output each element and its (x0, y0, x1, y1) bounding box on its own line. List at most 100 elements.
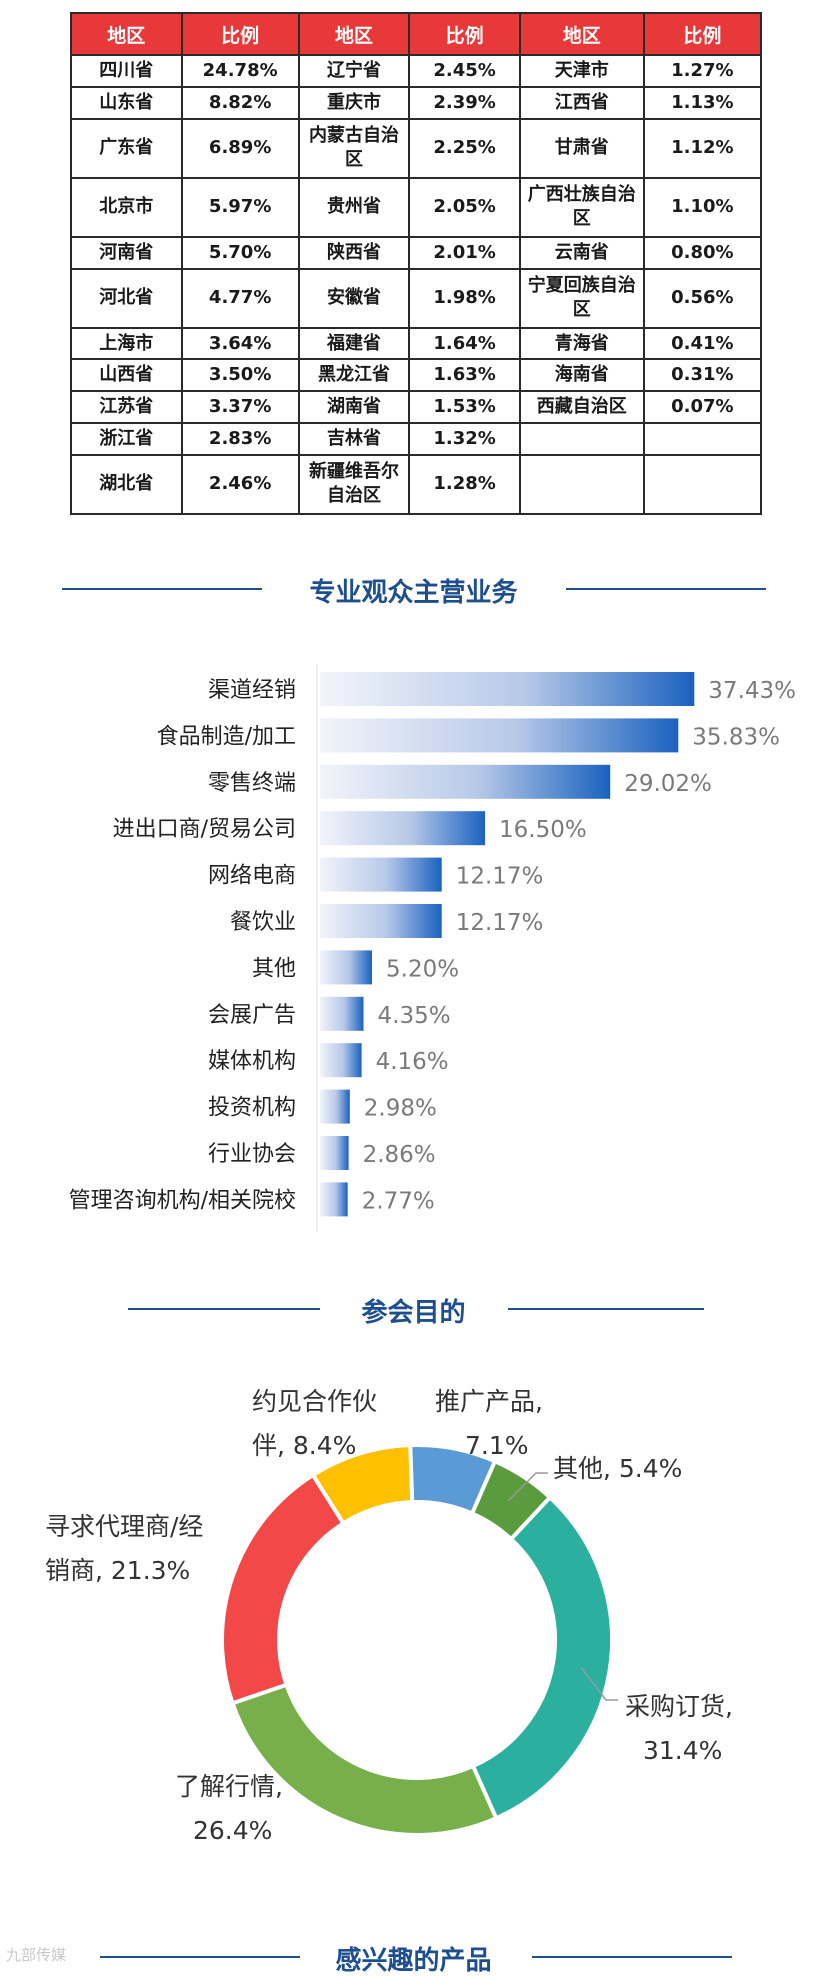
ratio-cell: 5.70% (180, 235, 300, 270)
region-cell: 甘肃省 (518, 117, 645, 179)
business-bar-chart: 渠道经销 37.43% 食品制造/加工 35.83% 零售终端 29.02% 进出口商/贸易… (69, 664, 796, 1232)
ratio-cell: 3.64% (180, 326, 300, 361)
region-cell: 广东省 (70, 117, 183, 179)
donut-slice-label: 其他, 5.4% (553, 1454, 682, 1483)
section-title-purpose: 参会目的 (0, 1292, 827, 1329)
ratio-cell: 1.28% (408, 453, 521, 516)
ratio-cell (642, 422, 763, 456)
ratio-cell: 1.64% (408, 326, 521, 361)
region-cell: 贵州省 (297, 176, 411, 238)
ratio-cell: 0.56% (642, 267, 763, 329)
table-row: 河南省 5.70% 陕西省 2.01% 云南省 0.80% (70, 235, 763, 270)
bar-category-label: 会展广告 (208, 1003, 296, 1028)
donut-slice (310, 1443, 415, 1527)
table-row: 山东省 8.82% 重庆市 2.39% 江西省 1.13% (70, 85, 763, 120)
region-cell: 浙江省 (70, 422, 183, 456)
bar (320, 904, 442, 938)
purpose-donut-chart: 推广产品, 7.1% 其他, 5.4% 采购订货, 31.4% 了解行情, 26.4% 寻求代… (45, 1387, 733, 1845)
title-line-left (62, 588, 262, 590)
bar-value-label: 4.35% (378, 1003, 451, 1029)
ratio-cell: 2.25% (408, 117, 521, 179)
region-cell: 吉林省 (297, 422, 411, 456)
bar (320, 672, 695, 706)
bar-value-label: 2.98% (364, 1096, 437, 1122)
title-line-right (532, 1956, 732, 1958)
bar (320, 718, 679, 753)
ratio-cell: 1.32% (408, 422, 521, 456)
bar-category-label: 媒体机构 (208, 1049, 296, 1074)
donut-leader-line (580, 1667, 618, 1701)
table-row: 江苏省 3.37% 湖南省 1.53% 西藏自治区 0.07% (70, 390, 763, 425)
donut-slice-label: 推广产品, 7.1% (435, 1387, 543, 1460)
header-region: 地区 (70, 12, 183, 56)
region-cell: 新疆维吾尔自治区 (297, 453, 411, 516)
region-cell: 河南省 (70, 235, 183, 270)
donut-slice-label: 采购订货, 31.4% (625, 1692, 733, 1765)
donut-slice (470, 1494, 614, 1821)
title-line-right (566, 588, 766, 590)
donut-slice-label: 约见合作伙伴, 8.4% (252, 1387, 377, 1460)
bar-value-label: 12.17% (456, 864, 544, 890)
region-cell: 四川省 (70, 54, 183, 88)
ratio-cell: 1.27% (642, 54, 763, 88)
ratio-cell: 2.45% (408, 54, 521, 88)
ratio-cell: 0.41% (642, 326, 763, 361)
bar-category-label: 其他 (252, 956, 296, 981)
region-cell (518, 453, 645, 516)
region-cell: 重庆市 (297, 85, 411, 120)
region-cell: 海南省 (518, 358, 645, 393)
table-row: 北京市 5.97% 贵州省 2.05% 广西壮族自治区 1.10% (70, 176, 763, 238)
ratio-cell: 6.89% (180, 117, 300, 179)
bar-category-label: 进出口商/贸易公司 (113, 817, 296, 842)
section-title-products-text: 感兴趣的产品 (335, 1946, 492, 1976)
donut-slice-label: 寻求代理商/经销商, 21.3% (45, 1512, 203, 1585)
region-cell: 江西省 (518, 85, 645, 120)
header-region: 地区 (518, 12, 645, 56)
ratio-cell: 4.77% (180, 267, 300, 329)
donut-leader-line (507, 1472, 548, 1502)
table-row: 山西省 3.50% 黑龙江省 1.63% 海南省 0.31% (70, 358, 763, 393)
header-ratio: 比例 (408, 12, 521, 56)
region-cell: 宁夏回族自治区 (518, 267, 645, 329)
bar (320, 1043, 362, 1078)
region-cell: 黑龙江省 (297, 358, 411, 393)
donut-slice (229, 1682, 499, 1837)
region-cell: 广西壮族自治区 (518, 176, 645, 238)
ratio-cell: 2.01% (408, 235, 521, 270)
region-cell: 山东省 (70, 85, 183, 120)
table-row: 广东省 6.89% 内蒙古自治区 2.25% 甘肃省 1.12% (70, 117, 763, 179)
table-row: 四川省 24.78% 辽宁省 2.45% 天津市 1.27% (70, 54, 763, 88)
table-row: 上海市 3.64% 福建省 1.64% 青海省 0.41% (70, 326, 763, 361)
ratio-cell: 8.82% (180, 85, 300, 120)
ratio-cell: 1.98% (408, 267, 521, 329)
ratio-cell: 24.78% (180, 54, 300, 88)
table-row: 河北省 4.77% 安徽省 1.98% 宁夏回族自治区 0.56% (70, 267, 763, 329)
title-line-left (100, 1956, 300, 1958)
ratio-cell: 5.97% (180, 176, 300, 238)
region-cell: 河北省 (70, 267, 183, 329)
ratio-cell: 2.39% (408, 85, 521, 120)
bar-category-label: 投资机构 (208, 1096, 296, 1121)
bar-value-label: 16.50% (499, 817, 587, 843)
bar-value-label: 35.83% (692, 724, 780, 750)
ratio-cell: 2.83% (180, 422, 300, 456)
title-line-left (128, 1308, 320, 1310)
table-row: 湖北省 2.46% 新疆维吾尔自治区 1.28% (70, 453, 763, 516)
bar-category-label: 食品制造/加工 (157, 724, 296, 749)
region-cell: 湖南省 (297, 390, 411, 425)
bar-category-label: 网络电商 (208, 864, 296, 889)
ratio-cell: 0.07% (642, 390, 763, 425)
bar (320, 996, 364, 1031)
header-region: 地区 (297, 12, 411, 56)
region-cell: 湖北省 (70, 453, 183, 516)
bar-category-label: 行业协会 (208, 1142, 296, 1167)
ratio-cell: 1.10% (642, 176, 763, 238)
bar-category-label: 餐饮业 (230, 910, 296, 935)
table-row: 浙江省 2.83% 吉林省 1.32% (70, 422, 763, 456)
bar (320, 764, 611, 799)
bar-category-label: 渠道经销 (208, 678, 296, 703)
region-cell: 安徽省 (297, 267, 411, 329)
watermark: 九部传媒 (6, 1946, 67, 1964)
region-cell: 山西省 (70, 358, 183, 393)
section-title-business-text: 专业观众主营业务 (309, 578, 518, 608)
